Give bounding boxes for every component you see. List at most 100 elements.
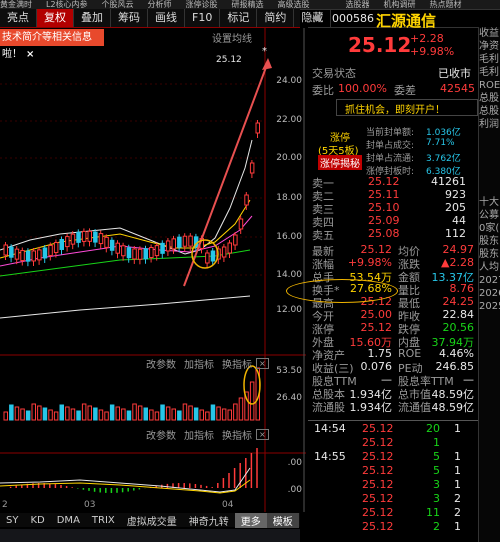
volume-bar: [70, 408, 76, 421]
toolbar-chips-button[interactable]: 筹码: [111, 9, 148, 27]
volume-bar: [221, 408, 227, 421]
side-col-item[interactable]: 毛利: [479, 67, 499, 78]
close-icon[interactable]: ×: [26, 49, 35, 60]
add-indicator-button[interactable]: 加指标: [184, 360, 214, 371]
close-icon[interactable]: ×: [256, 429, 269, 440]
menu-item[interactable]: 高级选股: [277, 0, 310, 9]
side-col-item[interactable]: 毛利: [479, 54, 499, 65]
volume-bar: [154, 411, 160, 421]
macd-axis-label: .00: [287, 485, 302, 495]
candle-body: [171, 238, 176, 250]
side-col-item[interactable]: 总股: [479, 93, 499, 104]
side-col-item[interactable]: 十大: [479, 197, 499, 208]
x-axis-label: 03: [84, 500, 96, 510]
price-axis-label: 12.00: [276, 305, 302, 315]
tab-indicator[interactable]: 神奇九转: [188, 516, 229, 528]
price-axis-label: 16.00: [276, 232, 302, 242]
toolbar-f10-button[interactable]: F10: [185, 9, 221, 27]
menu-item[interactable]: 个股风云: [101, 0, 134, 9]
side-col-item[interactable]: 2026: [479, 288, 500, 299]
volume-bar: [87, 405, 92, 421]
side-col-item[interactable]: [479, 131, 500, 144]
side-col-item[interactable]: 利润: [479, 119, 499, 130]
volume-bars: [3, 367, 260, 421]
side-col-item[interactable]: 人均: [479, 262, 499, 273]
tab-indicator[interactable]: DMA: [56, 514, 80, 526]
ma-line-long: [0, 295, 251, 319]
toolbar-simple-button[interactable]: 简约: [257, 9, 295, 27]
volume-bar: [249, 381, 255, 421]
stock-name: 汇源通信: [376, 12, 437, 30]
side-col-item[interactable]: 股东: [479, 236, 499, 247]
toolbar-draw-button[interactable]: 画线: [148, 9, 185, 27]
candle-body: [48, 244, 53, 256]
side-col-item[interactable]: [479, 144, 500, 157]
volume-bar: [109, 404, 115, 421]
candle-group: [3, 120, 260, 268]
limit-reveal-button[interactable]: 涨停揭秘: [318, 155, 362, 170]
volume-bar: [143, 407, 148, 421]
side-col-item[interactable]: 净资: [479, 41, 499, 52]
notice-banner[interactable]: 技术简介等相关信息啦！ ×: [0, 29, 104, 60]
tab-more[interactable]: 更多: [234, 512, 267, 528]
kline-chart[interactable]: [0, 28, 306, 512]
menu-item[interactable]: 选股器: [345, 0, 370, 9]
menu-item[interactable]: 涨停诊股: [185, 0, 218, 9]
side-col-item[interactable]: 2025: [479, 301, 500, 312]
open-account-link[interactable]: 抓住机会，即刻开户！: [336, 99, 478, 116]
side-col-item[interactable]: [479, 157, 500, 170]
switch-indicator-button[interactable]: 换指标: [222, 431, 252, 442]
side-col-item[interactable]: 0家(: [479, 223, 500, 234]
candle-body: [42, 247, 48, 259]
close-icon[interactable]: ×: [256, 358, 269, 369]
volume-bar: [104, 411, 109, 421]
volume-bar: [121, 408, 126, 421]
tab-indicator[interactable]: SY: [6, 514, 19, 526]
side-col-item[interactable]: 2027: [479, 275, 500, 286]
menu-item[interactable]: 热点题材: [429, 0, 462, 9]
star-icon: *: [262, 46, 267, 57]
tab-indicator[interactable]: TRIX: [91, 514, 115, 526]
side-col-item[interactable]: ROE: [479, 80, 500, 91]
side-col-item[interactable]: [479, 170, 500, 183]
candle-body: [31, 250, 36, 262]
candle-body: [255, 122, 260, 134]
side-col-item[interactable]: 总股: [479, 106, 499, 117]
side-col-item[interactable]: 股东: [479, 249, 499, 260]
menu-item[interactable]: 研报精选: [231, 0, 264, 9]
change-params-button[interactable]: 改参数: [146, 360, 176, 371]
candle-body: [177, 236, 182, 248]
change-params-button[interactable]: 改参数: [146, 431, 176, 442]
menu-item[interactable]: 分析师: [147, 0, 172, 9]
ma-settings-button[interactable]: 设置均线: [212, 34, 252, 45]
toolbar-mark-button[interactable]: 标记: [220, 9, 258, 27]
add-indicator-button[interactable]: 加指标: [184, 431, 214, 442]
prev-stock-icon[interactable]: ◀: [312, 11, 321, 24]
candle-body: [165, 240, 171, 252]
menu-item[interactable]: 机构调研: [383, 0, 416, 9]
price-axis-label: 14.00: [276, 270, 302, 280]
side-col-item[interactable]: 公募: [479, 210, 499, 221]
volume-bar: [76, 410, 81, 421]
volume-bar: [48, 409, 53, 421]
macd-dif: [0, 467, 251, 493]
volume-bar: [205, 411, 210, 421]
tab-indicator[interactable]: 虚拟成交量: [126, 516, 177, 528]
side-col-item[interactable]: [479, 183, 500, 196]
side-col-item[interactable]: 收益: [479, 28, 499, 39]
volume-bar: [137, 405, 143, 421]
menu-item[interactable]: L2核心内参: [46, 0, 88, 9]
switch-indicator-button[interactable]: 换指标: [222, 360, 252, 371]
tab-indicator[interactable]: KD: [30, 514, 45, 526]
volume-bar: [177, 410, 182, 421]
candle-body: [233, 234, 238, 246]
volume-annotation: [243, 365, 261, 405]
toolbar-hide-button[interactable]: 隐藏: [294, 9, 332, 27]
toolbar-overlay-button[interactable]: 叠加: [74, 9, 111, 27]
toolbar-adjust-button[interactable]: 复权: [37, 9, 74, 27]
last-price: 25.12: [348, 33, 412, 57]
menu-item[interactable]: 黄金满时: [0, 0, 32, 9]
toolbar-highlights[interactable]: 亮点: [0, 9, 37, 27]
tab-template[interactable]: 模板: [266, 512, 299, 528]
volume-bar: [3, 411, 8, 421]
